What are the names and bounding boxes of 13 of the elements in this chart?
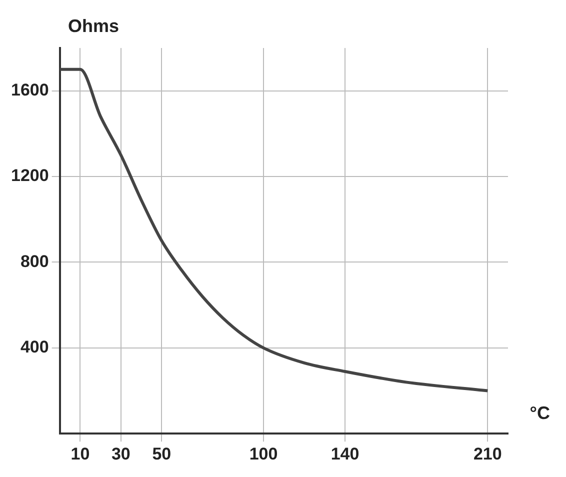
y-tick-label: 1600 xyxy=(10,80,49,100)
x-tick-label: 210 xyxy=(473,444,502,464)
y-tick-label: 800 xyxy=(20,252,49,271)
x-tick-label: 30 xyxy=(111,444,130,464)
line-series xyxy=(60,68,490,392)
y-tick-label: 1200 xyxy=(10,166,49,186)
x-tick-label: 10 xyxy=(70,444,90,464)
y-tick-label: 400 xyxy=(20,338,49,357)
y-axis-title: Ohms xyxy=(68,16,120,37)
x-tick-label: 50 xyxy=(152,444,172,464)
x-tick-label: 100 xyxy=(249,444,278,464)
x-axis-title: °C xyxy=(530,403,550,424)
x-tick-label: 140 xyxy=(330,444,360,464)
